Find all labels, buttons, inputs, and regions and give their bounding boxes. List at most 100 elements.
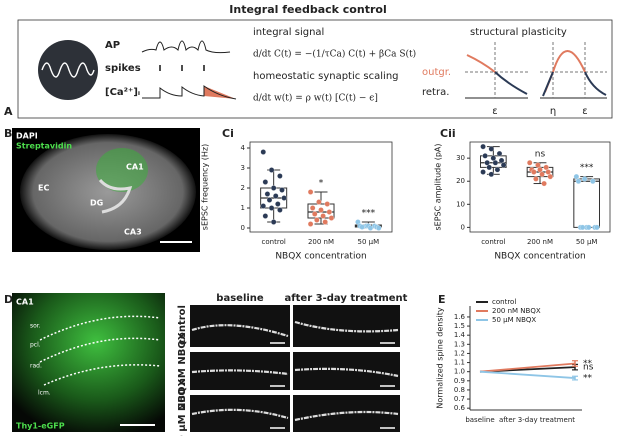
data-point [547,173,554,180]
data-point [270,219,277,225]
x-tick-label: baseline [465,416,494,424]
outgrowth-label: outgr. [422,67,451,78]
data-point [539,171,545,178]
x-tick-label: control [262,238,286,246]
ca-area [204,86,236,99]
data-point [531,169,537,175]
data-point [326,209,333,215]
data-point [324,201,330,207]
data-point [314,217,320,223]
data-point [484,160,490,166]
image-label: pcl. [30,342,41,349]
x-tick-label: 50 µM [576,238,598,246]
image-label: CA1 [16,298,34,307]
panel-label: D [4,293,13,306]
y-tick-label: 0.6 [454,404,466,412]
data-point [281,195,287,201]
data-point [573,173,580,180]
data-point [490,155,497,161]
image-label: sor. [30,323,41,330]
annotation: * [319,179,324,189]
y-tick-label: 20 [456,177,465,185]
data-point [307,221,314,227]
y-tick-label: 1.4 [454,331,466,339]
data-point [316,199,322,205]
x-tick-label: 50 µM [358,238,380,246]
data-point [482,153,488,159]
panel-label: B [4,127,12,140]
data-point [328,215,335,221]
data-point [526,160,533,166]
data-point [260,203,267,209]
eq-title: homeostatic synaptic scaling [253,71,399,82]
image-label: lcm. [38,390,51,397]
y-tick-label: 0 [241,224,245,232]
y-axis-label: Normalized spine density [436,307,445,409]
ap-trace [141,40,231,54]
y-tick-label: 0.8 [454,386,465,394]
data-point [322,219,328,225]
data-point [494,166,501,173]
data-point [575,178,582,184]
y-axis-label: sEPSC amplitude (pA) [434,143,443,230]
data-point [268,167,275,173]
annotation: ** [583,359,593,369]
panel-label: A [4,105,13,118]
data-point [260,149,267,155]
data-point [537,166,543,173]
symbol: η [550,106,556,117]
y-tick-label: 10 [456,200,465,208]
data-point [543,164,549,171]
data-point [590,178,596,184]
data-point [500,162,507,168]
image-label: CA1 [126,163,144,172]
panel-title: Integral feedback control [229,3,386,16]
row-label: 50 µM NBQX [177,379,188,436]
data-point [272,193,279,199]
micrograph: CA1 sor. pcl. rad. lcm. Thy1-eGFP [12,293,165,432]
legend-label: 200 nM NBQX [492,307,541,315]
x-tick-label: control [481,238,505,246]
row-label: control [177,305,188,345]
y-tick-label: 0.9 [454,377,465,385]
neuron [38,40,98,100]
data-point [585,224,592,231]
y-tick-label: 0.7 [454,395,465,403]
data-point [270,185,277,191]
annotation: *** [580,163,594,173]
data-point [488,171,495,178]
column-label: baseline [216,293,264,304]
plot-frame [249,141,393,233]
row-label: 200 nM NBQX [177,332,188,409]
data-point [579,224,586,231]
data-point [309,205,316,211]
panel-frame [17,19,613,119]
x-tick-label: 200 nM [527,238,553,246]
data-point [367,225,374,231]
equation: d/dt C(t) = −(1/τCa) C(t) + βCa S(t) [253,49,416,60]
spike-ticks [159,65,205,71]
data-point [480,143,486,150]
data-point [262,213,269,219]
data-point [498,157,505,164]
symbol: ε [492,106,497,117]
y-tick-label: 4 [241,144,246,152]
box [573,178,600,228]
data-point [279,187,285,193]
ca-trace [142,85,237,100]
y-tick-label: 2 [241,184,245,192]
data-point [480,169,486,175]
trace-label: spikes [105,63,141,74]
annotation: *** [362,209,376,219]
series-line [479,370,576,379]
data-point [533,176,539,182]
image-label: rad. [30,363,42,370]
panel-label: Ci [222,127,234,140]
data-point [541,180,547,187]
data-point [492,160,499,166]
trace-label: [Ca²⁺]ᵢ [105,87,140,98]
data-point [320,213,326,219]
annotation: ns [535,149,546,159]
y-tick-label: 1.2 [454,349,465,357]
data-point [488,146,495,152]
